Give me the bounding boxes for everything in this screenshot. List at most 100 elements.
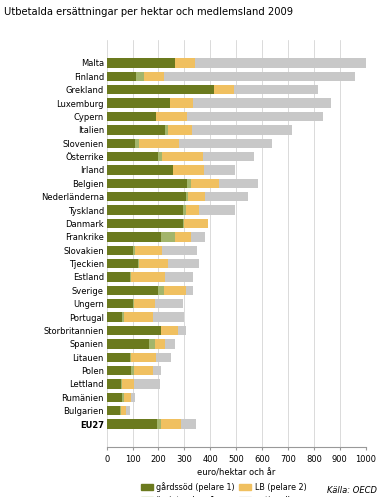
Bar <box>107 379 121 389</box>
Bar <box>107 139 135 148</box>
Bar <box>234 85 318 94</box>
Bar <box>205 192 248 201</box>
Bar <box>107 98 170 108</box>
Bar <box>164 286 186 295</box>
Bar <box>191 178 219 188</box>
Bar <box>107 313 122 322</box>
Bar <box>165 272 194 282</box>
Bar <box>153 366 161 375</box>
Bar <box>191 232 205 242</box>
Bar <box>107 299 133 309</box>
Bar <box>168 125 192 135</box>
Bar <box>139 259 168 268</box>
Bar <box>107 259 138 268</box>
Bar <box>203 152 255 161</box>
Bar <box>187 178 191 188</box>
Bar <box>188 192 205 201</box>
Bar <box>107 272 130 282</box>
Bar <box>161 419 181 429</box>
Bar <box>144 72 164 81</box>
Bar <box>133 246 135 255</box>
Bar <box>123 393 131 402</box>
Bar <box>107 419 157 429</box>
Bar <box>107 178 187 188</box>
Bar <box>157 419 161 429</box>
X-axis label: euro/hektar och år: euro/hektar och år <box>197 468 275 477</box>
Bar <box>107 406 120 415</box>
Bar <box>186 192 188 201</box>
Bar <box>135 246 162 255</box>
Bar <box>153 313 184 322</box>
Bar <box>133 299 134 309</box>
Bar <box>135 139 139 148</box>
Bar <box>162 246 197 255</box>
Bar <box>158 286 164 295</box>
Bar <box>122 393 123 402</box>
Bar <box>121 379 122 389</box>
Legend: gårdssöd (pelare 1), övrigt pelare 1, LB (pelare 2), nationella program: gårdssöd (pelare 1), övrigt pelare 1, LB… <box>141 482 332 497</box>
Bar <box>131 393 135 402</box>
Bar <box>214 85 234 94</box>
Text: Utbetalda ersättningar per hektar och medlemsland 2009: Utbetalda ersättningar per hektar och me… <box>4 7 293 17</box>
Bar <box>131 272 165 282</box>
Bar <box>156 112 187 121</box>
Bar <box>168 259 199 268</box>
Bar <box>120 406 121 415</box>
Bar <box>158 152 162 161</box>
Bar <box>139 139 179 148</box>
Bar <box>194 98 331 108</box>
Bar <box>192 125 292 135</box>
Bar <box>134 299 155 309</box>
Bar <box>107 152 158 161</box>
Bar <box>107 219 183 228</box>
Bar <box>107 166 173 174</box>
Bar <box>107 72 136 81</box>
Bar <box>155 339 165 348</box>
Bar <box>131 366 134 375</box>
Bar <box>107 339 149 348</box>
Bar <box>199 205 235 215</box>
Bar <box>179 139 272 148</box>
Bar <box>121 406 126 415</box>
Bar <box>107 366 131 375</box>
Bar <box>173 166 204 174</box>
Bar <box>170 98 194 108</box>
Bar <box>107 286 158 295</box>
Bar <box>130 272 131 282</box>
Bar <box>107 393 122 402</box>
Bar <box>107 205 183 215</box>
Bar <box>131 352 156 362</box>
Bar <box>126 406 130 415</box>
Bar <box>183 205 186 215</box>
Bar <box>107 352 130 362</box>
Bar <box>187 112 323 121</box>
Bar <box>165 125 168 135</box>
Bar <box>107 125 165 135</box>
Bar <box>178 326 186 335</box>
Bar <box>136 72 144 81</box>
Bar <box>161 232 175 242</box>
Bar <box>107 326 161 335</box>
Bar <box>186 205 199 215</box>
Bar <box>107 232 161 242</box>
Bar <box>134 379 160 389</box>
Bar <box>123 313 153 322</box>
Bar <box>219 178 258 188</box>
Bar <box>183 219 184 228</box>
Bar <box>175 232 191 242</box>
Bar <box>138 259 139 268</box>
Bar <box>175 58 195 68</box>
Bar <box>162 152 203 161</box>
Bar <box>161 326 178 335</box>
Bar <box>156 352 171 362</box>
Bar <box>130 352 131 362</box>
Bar <box>107 85 214 94</box>
Bar <box>184 219 208 228</box>
Bar <box>122 313 123 322</box>
Bar <box>186 286 194 295</box>
Bar <box>155 299 183 309</box>
Text: Källa: OECD: Källa: OECD <box>327 486 377 495</box>
Bar <box>164 72 355 81</box>
Bar <box>149 339 155 348</box>
Bar <box>204 166 235 174</box>
